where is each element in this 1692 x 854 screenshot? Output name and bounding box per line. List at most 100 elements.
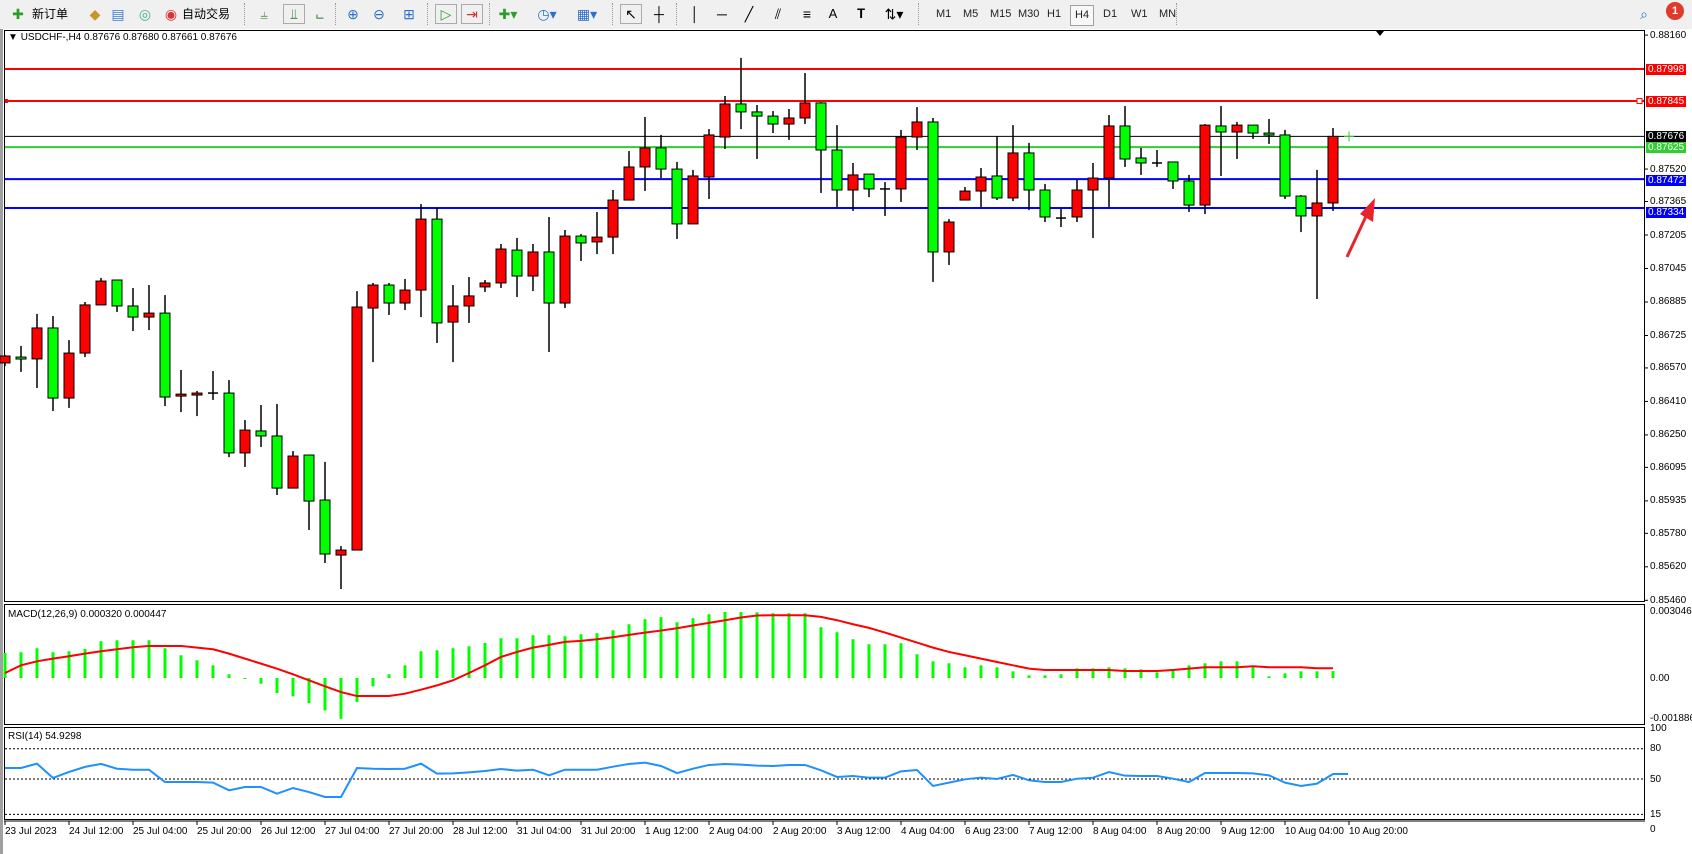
toolbar-separator bbox=[1176, 3, 1177, 25]
toolbar: ✚ 新订单 ◆ ▤ ◎ ◉ 自动交易 ⫨ ⫫ ⨽ ⊕ ⊖ ⊞ ▷ ⇥ ✚▾ ◷▾… bbox=[0, 0, 1692, 30]
line-chart-icon[interactable]: ⨽ bbox=[315, 6, 325, 22]
metaeditor-icon[interactable]: ◆ bbox=[89, 6, 101, 22]
macd-histogram-bar bbox=[819, 627, 823, 678]
price-tick-label: 0.85460 bbox=[1650, 594, 1687, 606]
rsi-line bbox=[5, 761, 1348, 798]
fibonacci-icon[interactable]: ⫽ bbox=[774, 6, 782, 22]
macd-histogram-bar bbox=[179, 655, 183, 678]
macd-histogram-bar bbox=[499, 638, 503, 678]
timeframe-mn[interactable]: MN bbox=[1159, 8, 1177, 20]
chart-shift-icon[interactable]: ⇥ bbox=[461, 4, 483, 24]
candle-body bbox=[223, 392, 235, 454]
window-left-edge bbox=[0, 29, 3, 854]
price-tick-label: 0.86250 bbox=[1650, 429, 1687, 441]
candle-body bbox=[303, 454, 315, 502]
macd-histogram-bar bbox=[163, 648, 167, 678]
timeframe-m15[interactable]: M15 bbox=[990, 8, 1012, 20]
indicators-icon[interactable]: ✚▾ bbox=[498, 6, 518, 22]
text-icon[interactable]: A bbox=[828, 6, 838, 21]
macd-histogram-bar bbox=[131, 640, 135, 678]
candle-body bbox=[63, 352, 75, 399]
arrows-icon[interactable]: ⇅▾ bbox=[884, 6, 904, 22]
timeframe-m1[interactable]: M1 bbox=[936, 8, 952, 20]
macd-histogram-bar bbox=[1235, 661, 1239, 678]
time-tick-label: 25 Jul 20:00 bbox=[197, 826, 252, 837]
macd-histogram-bar bbox=[1123, 668, 1127, 678]
timeframe-d1[interactable]: D1 bbox=[1103, 8, 1118, 20]
horizontal-line-icon[interactable]: ─ bbox=[717, 6, 727, 22]
macd-histogram-bar bbox=[531, 635, 535, 678]
timeframe-h4[interactable]: H4 bbox=[1070, 5, 1095, 26]
notification-icon[interactable]: 1 bbox=[1666, 2, 1684, 20]
macd-tick-label: 0.00 bbox=[1650, 672, 1670, 684]
candle-body bbox=[335, 549, 347, 556]
collapse-triangle-icon[interactable]: ▼ bbox=[8, 32, 18, 43]
candle-body bbox=[415, 218, 427, 291]
macd-histogram-bar bbox=[547, 635, 551, 678]
chart-window[interactable]: ▼ USDCHF-,H4 0.87676 0.87680 0.87661 0.8… bbox=[0, 29, 1692, 854]
candle-body bbox=[95, 280, 107, 306]
candle-body bbox=[655, 147, 667, 170]
macd-histogram-bar bbox=[83, 648, 87, 678]
cursor-icon[interactable]: ↖ bbox=[620, 4, 642, 24]
time-tick-label: 24 Jul 12:00 bbox=[69, 826, 124, 837]
macd-histogram-bar bbox=[675, 622, 679, 678]
fibonacci-fan-icon[interactable]: ≡ bbox=[802, 6, 812, 22]
vertical-line-icon[interactable]: │ bbox=[690, 6, 700, 22]
macd-histogram-bar bbox=[371, 678, 375, 687]
price-tick-label: 0.86570 bbox=[1650, 362, 1687, 374]
candle-body bbox=[927, 121, 939, 253]
zoom-in-icon[interactable]: ⊕ bbox=[347, 6, 359, 22]
candle-body bbox=[735, 103, 747, 113]
new-order-button[interactable]: 新订单 bbox=[32, 7, 69, 21]
rsi-label: RSI(14) 54.9298 bbox=[8, 731, 82, 742]
macd-histogram-bar bbox=[1107, 667, 1111, 678]
macd-histogram-bar bbox=[451, 648, 455, 678]
macd-histogram-bar bbox=[883, 644, 887, 678]
macd-histogram-bar bbox=[1219, 661, 1223, 678]
signals-icon[interactable]: ◎ bbox=[138, 6, 152, 22]
notification-count: 1 bbox=[1671, 5, 1679, 17]
macd-histogram-bar bbox=[35, 648, 39, 678]
candlestick-icon[interactable]: ⫫ bbox=[283, 4, 305, 24]
bar-chart-icon[interactable]: ⫨ bbox=[260, 6, 268, 22]
price-line-label: 0.87625 bbox=[1646, 141, 1687, 153]
candle-body bbox=[1295, 195, 1307, 217]
zoom-out-icon[interactable]: ⊖ bbox=[373, 6, 385, 22]
autotrading-button[interactable]: 自动交易 bbox=[182, 7, 231, 21]
macd-histogram-bar bbox=[1203, 663, 1207, 678]
macd-histogram-bar bbox=[307, 678, 311, 704]
search-icon[interactable]: ⌕ bbox=[1640, 6, 1648, 22]
macd-histogram-bar bbox=[739, 612, 743, 678]
candle-body bbox=[1167, 161, 1179, 182]
templates-icon[interactable]: ▦▾ bbox=[576, 6, 598, 22]
cursor-cross-icon bbox=[1344, 131, 1354, 142]
text-label-icon[interactable]: 𝐓 bbox=[856, 6, 866, 21]
timeframe-m30[interactable]: M30 bbox=[1018, 8, 1040, 20]
candle-body bbox=[751, 111, 763, 117]
candle-body bbox=[607, 199, 619, 238]
candle-body bbox=[815, 102, 827, 151]
tile-windows-icon[interactable]: ⊞ bbox=[403, 6, 415, 22]
timeframe-h1[interactable]: H1 bbox=[1047, 8, 1062, 20]
candle-body bbox=[479, 282, 491, 288]
trendline-icon[interactable]: ╱ bbox=[744, 6, 754, 22]
candle-body bbox=[575, 235, 587, 244]
candle-body bbox=[191, 392, 203, 396]
periods-icon[interactable]: ◷▾ bbox=[537, 6, 557, 22]
candle-body bbox=[559, 235, 571, 304]
autotrading-icon[interactable]: ◉ bbox=[164, 6, 178, 22]
macd-tick-label: -0.001886 bbox=[1650, 713, 1692, 725]
chart-canvas[interactable] bbox=[0, 29, 1692, 854]
timeframe-m5[interactable]: M5 bbox=[963, 8, 979, 20]
timeframe-w1[interactable]: W1 bbox=[1131, 8, 1148, 20]
new-order-icon[interactable]: ✚ bbox=[12, 6, 24, 22]
macd-histogram-bar bbox=[291, 678, 295, 697]
chart-shift-marker-icon bbox=[1376, 31, 1384, 36]
market-watch-icon[interactable]: ▤ bbox=[111, 6, 125, 22]
candle-body bbox=[943, 221, 955, 253]
autoscroll-icon[interactable]: ▷ bbox=[435, 4, 457, 24]
crosshair-icon[interactable]: ┼ bbox=[654, 6, 664, 22]
macd-histogram-bar bbox=[803, 613, 807, 678]
macd-tick-label: 0.003046 bbox=[1650, 606, 1692, 618]
